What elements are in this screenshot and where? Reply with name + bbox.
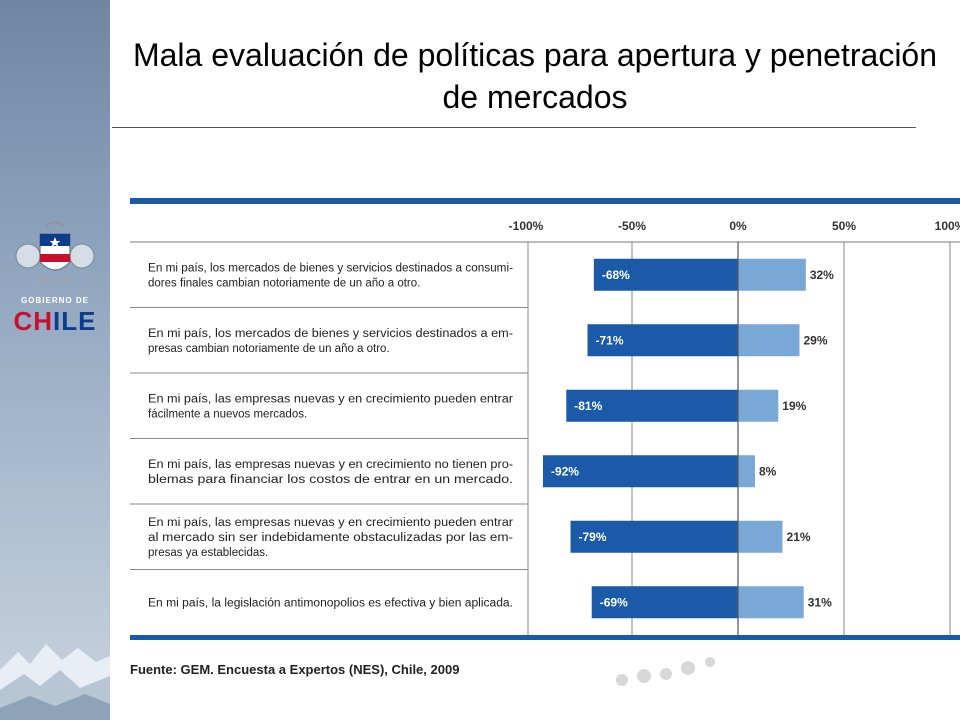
negative-bar (593, 258, 738, 291)
positive-data-label: 8% (759, 464, 777, 478)
category-label: blemas para financiar los costos de entr… (148, 474, 513, 486)
positive-bar (738, 586, 804, 619)
x-tick-label: 100% (935, 219, 960, 233)
negative-data-label: -79% (579, 530, 607, 544)
positive-data-label: 19% (782, 399, 806, 413)
negative-data-label: -92% (551, 464, 579, 478)
sidebar-panel: GOBIERNO DE CHILE (0, 0, 110, 720)
gobierno-de-chile-logo: GOBIERNO DE CHILE (6, 220, 104, 340)
category-label: presas cambian notoriamente de un año a … (148, 343, 390, 355)
x-tick-label: 0% (729, 219, 747, 233)
positive-data-label: 21% (787, 530, 811, 544)
negative-data-label: -68% (602, 268, 630, 282)
category-label: En mi país, las empresas nuevas y en cre… (148, 459, 513, 471)
category-label: En mi país, los mercados de bienes y ser… (148, 262, 513, 274)
category-label: fácilmente a nuevos mercados. (148, 408, 307, 420)
negative-data-label: -69% (600, 595, 628, 609)
positive-data-label: 29% (803, 333, 827, 347)
positive-data-label: 32% (810, 268, 834, 282)
category-label: dores finales cambian notoriamente de un… (148, 277, 420, 289)
positive-bar (738, 455, 755, 488)
positive-bar (738, 324, 800, 357)
slide-title: Mala evaluación de políticas para apertu… (132, 37, 938, 115)
logo-small-text: GOBIERNO DE (21, 296, 89, 305)
negative-bar (566, 389, 738, 422)
title-divider (112, 127, 916, 128)
x-tick-label: -100% (509, 219, 544, 233)
mountains-image (0, 644, 110, 720)
category-label: En mi país, los mercados de bienes y ser… (148, 328, 513, 340)
category-label: En mi país, la legislación antimonopolio… (148, 597, 513, 609)
logo-big-text: CHILE (13, 306, 97, 336)
negative-bar (570, 520, 738, 553)
watermark-graphic (616, 657, 715, 686)
category-label: En mi país, las empresas nuevas y en cre… (148, 517, 513, 529)
positive-data-label: 31% (808, 595, 832, 609)
negative-bar (591, 586, 738, 619)
chart-bottom-border (130, 635, 960, 640)
x-tick-label: 50% (832, 219, 856, 233)
chart-container: -100% -50% 0% 50% 100% En mi país, los mercad… (130, 190, 960, 645)
negative-data-label: -81% (574, 399, 602, 413)
positive-bar (738, 389, 779, 422)
x-tick-label: -50% (618, 219, 646, 233)
category-label: En mi país, las empresas nuevas y en cre… (148, 393, 513, 405)
source-note: Fuente: GEM. Encuesta a Expertos (NES), … (130, 662, 460, 677)
category-label: al mercado sin ser indebidamente obstacu… (148, 532, 513, 544)
negative-data-label: -71% (595, 333, 623, 347)
positive-bar (738, 520, 783, 553)
positive-bar (738, 258, 806, 291)
category-label: presas ya establecidas. (148, 547, 268, 559)
chart-top-border (130, 198, 960, 204)
negative-bar (587, 324, 738, 357)
diverging-bar-chart: -100% -50% 0% 50% 100% En mi país, los mercad… (130, 198, 960, 640)
negative-bar (542, 455, 738, 488)
coat-of-arms-icon (15, 221, 95, 283)
